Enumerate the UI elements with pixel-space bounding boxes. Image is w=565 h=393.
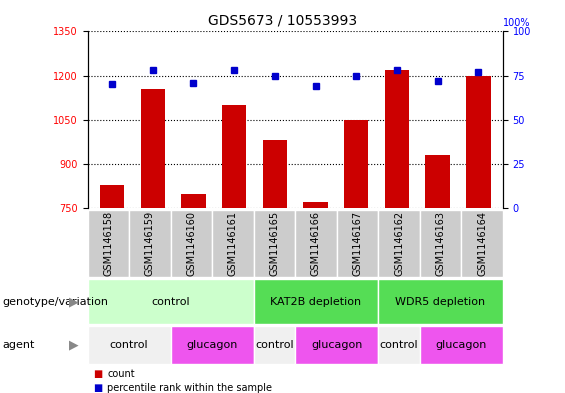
Text: GSM1146167: GSM1146167 — [353, 211, 363, 276]
Bar — [100, 185, 124, 208]
Text: KAT2B depletion: KAT2B depletion — [271, 297, 362, 307]
Text: GDS5673 / 10553993: GDS5673 / 10553993 — [208, 14, 357, 28]
Bar — [263, 140, 287, 208]
Text: genotype/variation: genotype/variation — [3, 297, 109, 307]
Text: control: control — [380, 340, 418, 350]
Text: glucagon: glucagon — [436, 340, 487, 350]
Text: WDR5 depletion: WDR5 depletion — [396, 297, 486, 307]
Text: ▶: ▶ — [68, 295, 79, 308]
Text: GSM1146166: GSM1146166 — [311, 211, 321, 276]
Text: control: control — [255, 340, 294, 350]
Bar — [466, 75, 490, 208]
Text: glucagon: glucagon — [311, 340, 362, 350]
Text: GSM1146165: GSM1146165 — [270, 211, 280, 276]
Text: glucagon: glucagon — [186, 340, 238, 350]
Bar — [222, 105, 246, 208]
Text: agent: agent — [3, 340, 35, 350]
Text: GSM1146160: GSM1146160 — [186, 211, 197, 276]
Text: 100%: 100% — [503, 18, 531, 28]
Bar — [425, 155, 450, 208]
Text: ■: ■ — [93, 383, 102, 393]
Text: percentile rank within the sample: percentile rank within the sample — [107, 383, 272, 393]
Text: ■: ■ — [93, 369, 102, 379]
Bar — [303, 202, 328, 208]
Bar — [344, 120, 368, 208]
Bar — [141, 89, 165, 208]
Text: control: control — [151, 297, 190, 307]
Text: GSM1146163: GSM1146163 — [436, 211, 446, 276]
Text: GSM1146164: GSM1146164 — [477, 211, 487, 276]
Bar — [181, 193, 206, 208]
Text: GSM1146162: GSM1146162 — [394, 211, 404, 276]
Text: control: control — [110, 340, 149, 350]
Bar — [385, 70, 409, 208]
Text: GSM1146158: GSM1146158 — [103, 211, 114, 276]
Text: GSM1146159: GSM1146159 — [145, 211, 155, 276]
Text: GSM1146161: GSM1146161 — [228, 211, 238, 276]
Text: count: count — [107, 369, 135, 379]
Text: ▶: ▶ — [68, 338, 79, 351]
